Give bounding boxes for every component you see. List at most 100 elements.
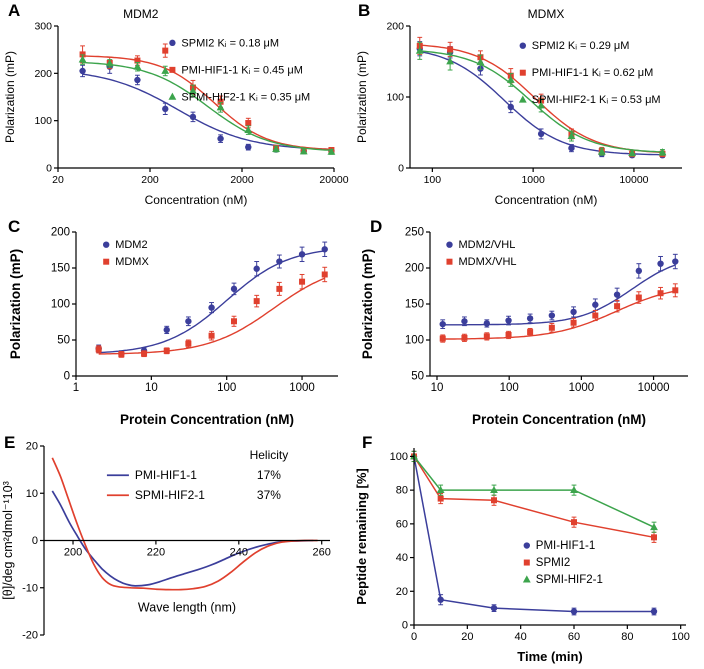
panel-e: E -20 -10 0 10 20 200 220 240 260 Wave length (nm…: [0, 432, 352, 669]
svg-text:80: 80: [621, 631, 633, 643]
svg-text:0: 0: [398, 163, 404, 175]
svg-text:0: 0: [402, 620, 408, 632]
svg-text:100: 100: [405, 335, 424, 347]
svg-text:200: 200: [386, 21, 404, 33]
svg-text:Time (min): Time (min): [517, 649, 583, 664]
svg-text:SPMI-HIF2-1 Kᵢ = 0.35 μM: SPMI-HIF2-1 Kᵢ = 0.35 μM: [181, 91, 310, 103]
svg-text:150: 150: [405, 299, 424, 311]
svg-text:200: 200: [64, 547, 82, 559]
svg-text:[θ]/deg cm²dmol⁻¹10³: [θ]/deg cm²dmol⁻¹10³: [1, 481, 15, 599]
svg-text:MDMX/VHL: MDMX/VHL: [458, 256, 516, 268]
svg-text:40: 40: [396, 552, 408, 564]
svg-text:Concentration (nM): Concentration (nM): [145, 193, 248, 207]
svg-text:100: 100: [217, 382, 236, 394]
svg-text:Polarization (mP): Polarization (mP): [3, 51, 17, 143]
svg-text:MDM2: MDM2: [123, 7, 159, 21]
svg-text:PMI-HIF1-1 Kᵢ = 0.62 μM: PMI-HIF1-1 Kᵢ = 0.62 μM: [532, 67, 653, 79]
panel-d: D 50 100 150 200 250 10 100 1000 10000 Protein Co…: [352, 212, 704, 432]
svg-text:20: 20: [461, 631, 473, 643]
svg-text:250: 250: [405, 227, 424, 239]
panel-c: C 0 50 100 150 200 1 10 100 1000 Protein Concentr…: [0, 212, 352, 432]
svg-text:10: 10: [145, 382, 158, 394]
svg-text:1000: 1000: [521, 174, 545, 186]
svg-text:240: 240: [230, 547, 248, 559]
svg-text:200: 200: [51, 227, 70, 239]
svg-text:200: 200: [34, 68, 52, 80]
panel-f-letter: F: [362, 433, 373, 452]
svg-text:Protein Concentration (nM): Protein Concentration (nM): [120, 412, 294, 427]
svg-text:2000: 2000: [230, 174, 254, 186]
panel-b-letter: B: [358, 1, 371, 20]
svg-text:SPMI2 Kᵢ = 0.18 μM: SPMI2 Kᵢ = 0.18 μM: [181, 37, 279, 49]
svg-text:0: 0: [46, 163, 52, 175]
panel-a: A 0 100 200 300 20 200 2000 20000 MDM2 Concentrat…: [0, 0, 352, 212]
svg-text:260: 260: [313, 547, 331, 559]
svg-text:100: 100: [424, 174, 442, 186]
svg-text:Polarization (mP): Polarization (mP): [360, 249, 375, 359]
svg-text:Peptide remaining [%]: Peptide remaining [%]: [354, 468, 369, 605]
svg-text:200: 200: [405, 263, 424, 275]
svg-text:50: 50: [411, 371, 424, 383]
svg-text:17%: 17%: [257, 468, 281, 482]
svg-text:MDM2/VHL: MDM2/VHL: [458, 239, 515, 251]
panel-d-letter: D: [370, 217, 383, 236]
chart-cd-spectra: -20 -10 0 10 20 200 220 240 260 Wave length (nm) […: [1, 441, 331, 642]
svg-text:10000: 10000: [638, 382, 670, 394]
chart-mdmx-competition-binding: 0 100 200 100 1000 10000 MDMX Concentration (nM…: [355, 7, 682, 207]
svg-text:220: 220: [147, 547, 165, 559]
svg-text:100: 100: [386, 92, 404, 104]
svg-text:0: 0: [411, 631, 417, 643]
svg-text:MDM2: MDM2: [115, 239, 147, 251]
panel-b: B 0 100 200 100 1000 10000 MDMX Concentration (…: [352, 0, 704, 212]
chart-saturation-binding: 0 50 100 150 200 1 10 100 1000 Protein Concentrat…: [8, 227, 338, 427]
svg-text:0: 0: [32, 535, 38, 547]
svg-text:50: 50: [57, 335, 70, 347]
svg-text:1000: 1000: [289, 382, 315, 394]
chart-vhl-saturation-binding: 50 100 150 200 250 10 100 1000 10000 Protein Conc…: [360, 227, 688, 427]
panel-c-letter: C: [8, 217, 21, 236]
svg-text:PMI-HIF1-1: PMI-HIF1-1: [135, 468, 197, 482]
svg-text:100: 100: [671, 631, 689, 643]
svg-text:10000: 10000: [619, 174, 648, 186]
svg-text:40: 40: [515, 631, 527, 643]
svg-text:80: 80: [396, 485, 408, 497]
svg-text:150: 150: [51, 263, 70, 275]
svg-text:MDMX: MDMX: [528, 7, 565, 21]
svg-text:20000: 20000: [319, 174, 348, 186]
svg-text:-20: -20: [22, 630, 38, 642]
chart-mdm2-competition-binding: 0 100 200 300 20 200 2000 20000 MDM2 Concentratio…: [3, 7, 349, 207]
svg-text:100: 100: [34, 115, 52, 127]
chart-proteolytic-stability: 0 20 40 60 80 100 0 20 40 60 80 100 Time (min) Peptid…: [354, 448, 690, 664]
svg-text:Polarization (mP): Polarization (mP): [355, 51, 369, 143]
svg-text:SPMI2 Kᵢ = 0.29 μM: SPMI2 Kᵢ = 0.29 μM: [532, 40, 630, 52]
svg-text:Polarization (mP): Polarization (mP): [8, 249, 23, 359]
svg-text:10: 10: [26, 488, 38, 500]
svg-text:MDMX: MDMX: [115, 256, 149, 268]
svg-text:SPMI-HIF2-1 Kᵢ = 0.53 μM: SPMI-HIF2-1 Kᵢ = 0.53 μM: [532, 94, 661, 106]
svg-text:200: 200: [141, 174, 159, 186]
svg-text:Wave length (nm): Wave length (nm): [138, 600, 236, 614]
svg-text:1000: 1000: [569, 382, 595, 394]
svg-text:-10: -10: [22, 582, 38, 594]
svg-text:Concentration (nM): Concentration (nM): [495, 193, 598, 207]
svg-text:60: 60: [396, 518, 408, 530]
svg-text:SPMI-HIF2-1: SPMI-HIF2-1: [135, 488, 205, 502]
svg-text:37%: 37%: [257, 488, 281, 502]
panel-f: F 0 20 40 60 80 100 0 20 40 60 80 100 Time (min) Pept…: [352, 432, 704, 669]
svg-text:PMI-HIF1-1 Kᵢ = 0.45 μM: PMI-HIF1-1 Kᵢ = 0.45 μM: [181, 64, 302, 76]
svg-text:100: 100: [51, 299, 70, 311]
panel-e-letter: E: [4, 433, 16, 452]
svg-text:20: 20: [26, 441, 38, 453]
svg-text:Protein Concentration (nM): Protein Concentration (nM): [472, 412, 646, 427]
svg-text:1: 1: [73, 382, 79, 394]
svg-text:Helicity: Helicity: [250, 448, 289, 462]
svg-text:SPMI2: SPMI2: [536, 557, 571, 569]
panel-a-letter: A: [8, 1, 21, 20]
svg-text:100: 100: [500, 382, 519, 394]
svg-text:0: 0: [64, 371, 70, 383]
svg-text:10: 10: [431, 382, 444, 394]
svg-text:20: 20: [396, 586, 408, 598]
svg-text:60: 60: [568, 631, 580, 643]
svg-text:300: 300: [34, 21, 52, 33]
